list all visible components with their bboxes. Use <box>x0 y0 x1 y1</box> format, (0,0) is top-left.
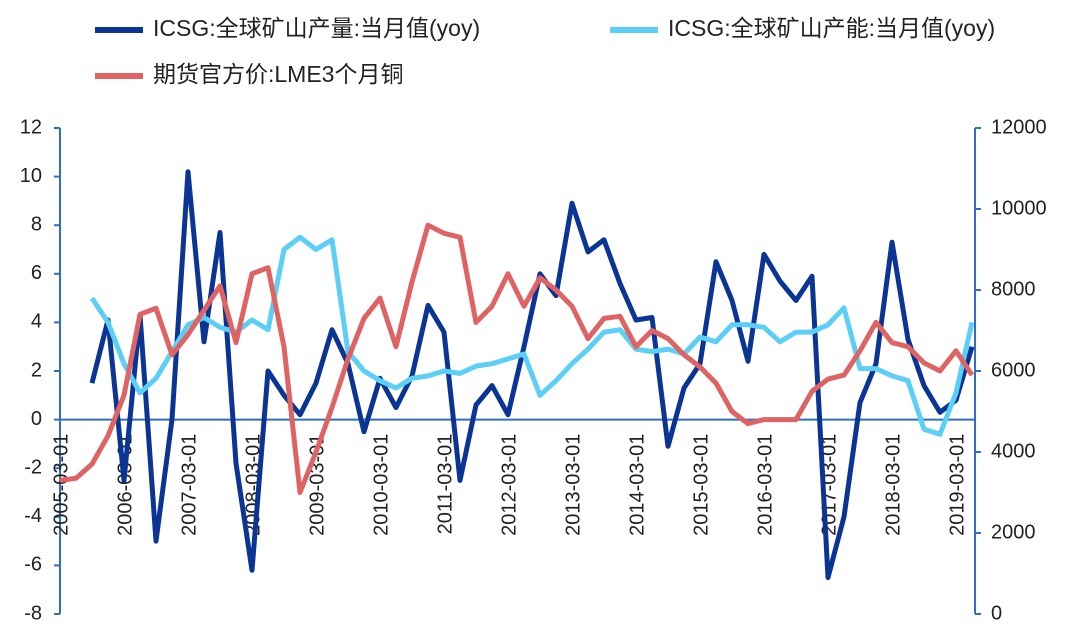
y2-tick-label: 8000 <box>991 278 1036 300</box>
y2-tick-label: 2000 <box>991 521 1036 543</box>
legend-label: 期货官方价:LME3个月铜 <box>153 61 403 87</box>
x-tick-label: 2013-03-01 <box>562 434 584 536</box>
y-tick-label: 4 <box>31 311 42 333</box>
x-tick-label: 2012-03-01 <box>498 434 520 536</box>
y-tick-label: 2 <box>31 359 42 381</box>
y-tick-label: 8 <box>31 213 42 235</box>
y-tick-label: -2 <box>24 456 42 478</box>
y-tick-label: -8 <box>24 602 42 624</box>
y-tick-label: 6 <box>31 262 42 284</box>
y-tick-label: 10 <box>20 165 42 187</box>
y-tick-label: -4 <box>24 505 42 527</box>
x-tick-label: 2011-03-01 <box>434 434 456 535</box>
y2-tick-label: 4000 <box>991 440 1036 462</box>
y2-tick-label: 12000 <box>991 116 1047 138</box>
y-tick-label: -6 <box>24 554 42 576</box>
x-tick-label: 2019-03-01 <box>946 434 968 536</box>
series-line <box>59 222 975 495</box>
y-tick-label: 12 <box>20 116 42 138</box>
legend-label: ICSG:全球矿山产量:当月值(yoy) <box>153 15 480 41</box>
x-tick-label: 2015-03-01 <box>690 434 712 536</box>
x-tick-label: 2018-03-01 <box>882 434 904 536</box>
y2-tick-label: 6000 <box>991 359 1036 381</box>
y2-tick-label: 10000 <box>991 197 1047 219</box>
legend-label: ICSG:全球矿山产能:当月值(yoy) <box>668 15 995 41</box>
y2-tick-label: 0 <box>991 602 1002 624</box>
x-tick-label: 2005-03-01 <box>50 434 72 536</box>
series-line <box>89 169 975 580</box>
x-tick-label: 2016-03-01 <box>754 434 776 536</box>
x-tick-label: 2014-03-01 <box>626 434 648 536</box>
y-tick-label: 0 <box>31 408 42 430</box>
x-tick-label: 2007-03-01 <box>178 434 200 536</box>
x-tick-label: 2010-03-01 <box>370 434 392 536</box>
